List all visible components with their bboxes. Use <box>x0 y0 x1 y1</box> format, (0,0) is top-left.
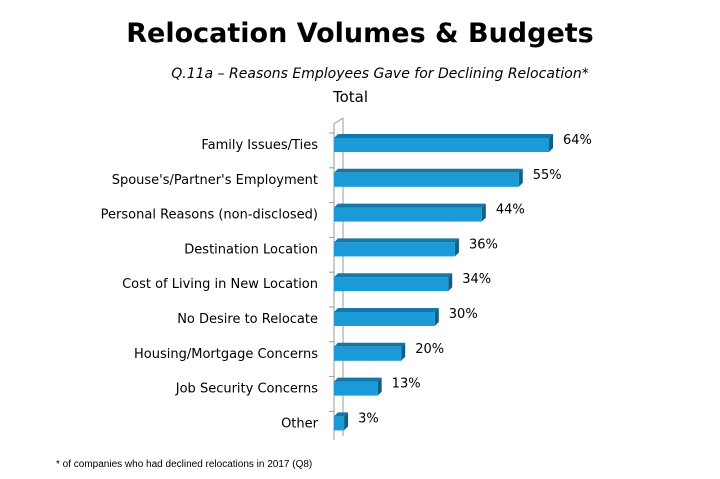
data-label: 64% <box>563 133 592 148</box>
category-label: Cost of Living in New Location <box>122 277 318 292</box>
bar-side <box>448 273 453 292</box>
category-label: Spouse's/Partner's Employment <box>112 173 318 188</box>
bar-top <box>334 412 349 417</box>
bar <box>334 346 402 361</box>
data-label: 55% <box>533 168 562 183</box>
bar <box>334 381 378 396</box>
bar-side <box>549 134 553 152</box>
bar <box>334 242 455 257</box>
category-label: Destination Location <box>184 242 318 257</box>
bar-side <box>344 412 349 431</box>
bar <box>334 416 345 431</box>
bar-side <box>518 168 523 187</box>
category-label: Housing/Mortgage Concerns <box>134 347 318 362</box>
bar <box>334 172 519 187</box>
data-label: 20% <box>415 342 444 357</box>
chart-title: Relocation Volumes & Budgets <box>126 18 594 49</box>
data-label: 34% <box>462 272 491 287</box>
bar-side <box>434 308 439 326</box>
category-label: Personal Reasons (non-disclosed) <box>101 208 318 223</box>
bar-side <box>377 377 382 396</box>
category-label: Other <box>281 416 319 431</box>
bar-top <box>334 342 406 347</box>
bar-side <box>454 238 459 257</box>
bar <box>334 312 435 326</box>
bar-side <box>481 203 486 222</box>
footnote: * of companies who had declined relocati… <box>56 459 313 470</box>
bar-top <box>334 203 486 208</box>
bar <box>334 207 482 222</box>
category-label: No Desire to Relocate <box>177 312 318 327</box>
bar-top <box>334 377 382 382</box>
data-label: 36% <box>469 237 498 252</box>
bar-top <box>334 273 453 278</box>
data-label: 30% <box>449 307 478 322</box>
bar <box>334 138 549 152</box>
bar-top <box>334 168 523 173</box>
bar-side <box>401 342 406 361</box>
category-label: Job Security Concerns <box>175 382 318 397</box>
chart-subtitle: Q.11a – Reasons Employees Gave for Decli… <box>171 66 589 82</box>
bar-top <box>334 308 439 312</box>
series-label: Total <box>333 88 369 106</box>
data-label: 13% <box>392 377 421 392</box>
bar-top <box>334 238 459 243</box>
data-label: 3% <box>358 411 379 426</box>
bar-top <box>334 134 553 138</box>
category-label: Family Issues/Ties <box>201 138 318 153</box>
axis-top-edge <box>333 117 344 125</box>
data-label: 44% <box>496 203 525 218</box>
bar <box>334 277 449 292</box>
